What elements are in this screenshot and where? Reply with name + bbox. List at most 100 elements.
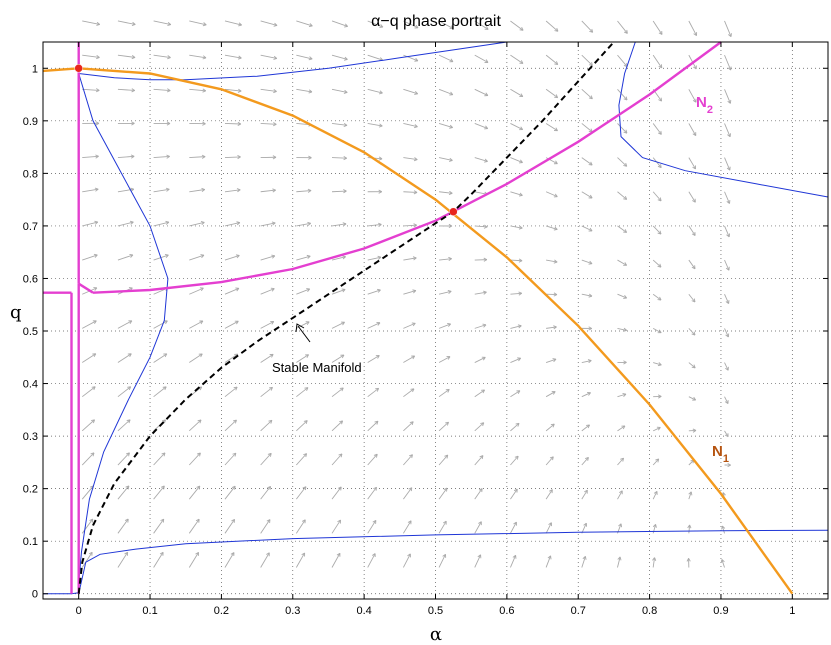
vector-arrow	[117, 54, 136, 60]
vector-arrow	[617, 425, 626, 432]
vector-arrow	[439, 256, 452, 262]
vector-arrow	[367, 222, 382, 227]
vector-arrow	[81, 518, 94, 534]
y-tick-label: 0.5	[23, 326, 38, 338]
vector-arrow	[581, 191, 593, 199]
x-tick-label: 0.5	[428, 605, 443, 617]
vector-arrow	[510, 422, 520, 432]
vector-arrow	[331, 321, 345, 329]
vector-arrow	[189, 320, 204, 329]
vector-arrow	[724, 191, 731, 204]
vector-arrow	[331, 453, 343, 466]
n2-label: N2	[696, 94, 713, 116]
vector-arrow	[617, 392, 627, 398]
vector-arrow	[581, 123, 593, 133]
vector-arrow	[617, 457, 625, 466]
vector-arrow	[688, 89, 697, 103]
vector-arrow	[438, 487, 448, 500]
vector-arrow	[617, 225, 628, 233]
vector-arrow	[260, 519, 271, 534]
vector-arrow	[224, 320, 239, 329]
curves-layer	[42, 41, 829, 595]
vector-arrow	[332, 156, 347, 161]
vector-arrow	[153, 187, 170, 193]
vector-arrow	[296, 387, 309, 398]
vector-arrow	[581, 225, 593, 232]
vector-arrow	[652, 293, 662, 301]
vector-arrow	[688, 293, 696, 303]
vector-arrow	[296, 54, 313, 61]
vector-arrow	[403, 256, 417, 261]
vector-arrow	[652, 259, 662, 268]
x-tick-label: 1	[789, 605, 795, 617]
vector-arrow	[224, 221, 241, 227]
n1-left-stub	[42, 67, 79, 73]
vector-arrow	[438, 20, 454, 30]
vector-arrow	[438, 289, 452, 295]
y-tick-label: 0.4	[23, 379, 38, 391]
vector-arrow	[652, 54, 663, 69]
vector-arrow	[367, 123, 383, 128]
vector-arrow	[188, 485, 201, 500]
vector-arrow	[189, 54, 207, 60]
vector-arrow	[117, 485, 130, 500]
vector-arrow	[224, 552, 235, 568]
vector-arrow	[403, 520, 412, 534]
vector-arrow	[260, 452, 272, 466]
vector-arrow	[438, 356, 451, 363]
vector-arrow	[117, 220, 134, 227]
n2-name: N	[696, 94, 707, 111]
vector-arrow	[438, 88, 454, 96]
vector-arrow	[581, 20, 594, 33]
vector-arrow	[81, 452, 95, 466]
vector-arrow	[474, 290, 487, 295]
vector-arrow	[367, 54, 384, 62]
vector-arrow	[82, 20, 101, 26]
vector-arrow	[617, 123, 628, 134]
vector-arrow	[189, 154, 206, 159]
vector-arrow	[224, 386, 238, 398]
vector-arrow	[81, 551, 93, 568]
vector-arrow	[82, 154, 99, 159]
vector-arrow	[688, 259, 696, 270]
vector-arrow	[652, 458, 660, 466]
vector-arrow	[153, 485, 165, 500]
vector-arrow	[581, 391, 591, 398]
vector-arrow	[296, 221, 311, 227]
vector-arrow	[403, 20, 419, 29]
vector-arrow	[581, 522, 588, 534]
vector-arrow	[189, 353, 203, 363]
vector-arrow	[260, 485, 272, 500]
vector-arrow	[82, 187, 99, 193]
vector-arrow	[331, 519, 342, 534]
vector-arrow	[439, 190, 453, 196]
vector-arrow	[617, 157, 628, 167]
vector-arrow	[474, 157, 488, 163]
vector-arrow	[117, 121, 135, 126]
vector-arrow	[688, 157, 696, 170]
vector-arrow	[82, 121, 100, 126]
vector-arrow	[260, 188, 276, 193]
trajectory-baseline	[43, 592, 79, 595]
vector-arrow	[474, 554, 482, 568]
vector-arrow	[724, 294, 730, 304]
vector-arrow	[474, 356, 486, 363]
vector-arrow	[295, 552, 306, 568]
vector-arrow	[153, 518, 165, 534]
vector-arrow	[438, 421, 449, 432]
vector-arrow	[438, 454, 449, 466]
vector-arrow	[153, 353, 168, 363]
chart-title: α−q phase portrait	[371, 13, 501, 30]
vector-arrow	[331, 486, 342, 500]
trajectory-upper-right	[618, 41, 829, 198]
vector-arrow	[581, 293, 593, 298]
trajectory-bottom	[78, 529, 829, 594]
vector-arrow	[510, 455, 519, 466]
vector-arrow	[332, 189, 347, 194]
vector-arrow	[617, 490, 623, 500]
vector-arrow	[510, 357, 522, 363]
vector-arrow	[652, 20, 663, 35]
vector-arrow	[688, 191, 696, 203]
vector-arrow	[367, 88, 383, 95]
vector-arrow	[81, 419, 96, 432]
